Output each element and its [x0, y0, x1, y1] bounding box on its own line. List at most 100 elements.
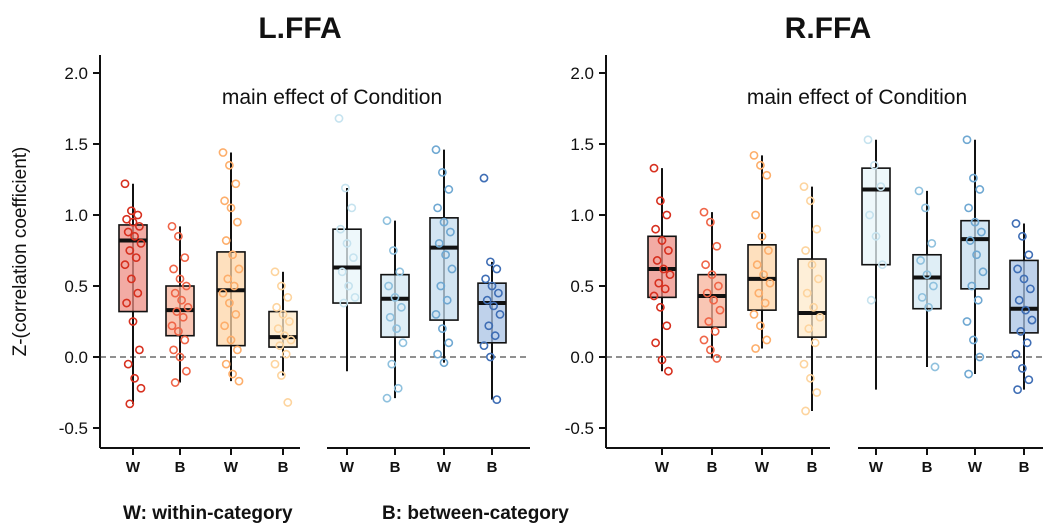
data-point — [1018, 231, 1027, 241]
x-tick-label: W — [968, 459, 983, 476]
data-point — [749, 309, 759, 319]
iqr-box — [216, 251, 246, 347]
data-point — [437, 167, 447, 177]
x-tick-label: W — [869, 459, 884, 476]
data-point — [136, 383, 146, 393]
data-point — [1011, 219, 1021, 228]
data-point — [434, 238, 444, 248]
data-point — [167, 321, 177, 331]
x-tick-label: W — [126, 459, 141, 476]
data-point — [964, 369, 973, 379]
box-face-b-4: B — [268, 267, 298, 476]
data-point — [396, 302, 406, 312]
data-point — [276, 371, 286, 380]
data-point — [654, 278, 664, 288]
data-point — [706, 345, 715, 355]
x-tick-label: B — [390, 459, 401, 476]
data-point — [977, 227, 986, 237]
data-point — [707, 270, 717, 280]
data-point — [1011, 349, 1021, 359]
data-point — [134, 221, 144, 231]
data-point — [752, 260, 762, 270]
data-point — [224, 298, 234, 308]
data-point — [664, 246, 673, 255]
data-point — [123, 227, 133, 237]
data-point — [917, 292, 927, 302]
data-point — [270, 359, 280, 369]
data-point — [487, 281, 497, 291]
data-point — [167, 221, 177, 231]
legend-within: W: within-category — [123, 503, 293, 524]
main-effect-annotation: main effect of Condition — [747, 86, 967, 109]
x-tick-label: B — [487, 459, 498, 476]
box-object-b-4: B — [1009, 219, 1039, 476]
data-point — [799, 359, 809, 369]
box-face-w-3: W — [216, 148, 246, 476]
data-point — [172, 307, 182, 316]
x-tick-label: B — [922, 459, 933, 476]
box-object-w-3: W — [960, 135, 990, 476]
data-point — [1021, 305, 1030, 315]
data-point — [130, 373, 139, 383]
data-point — [384, 281, 393, 291]
x-tick-label: B — [807, 459, 818, 476]
data-point — [281, 349, 291, 359]
x-tick-label: W — [437, 459, 452, 476]
data-point — [965, 236, 975, 245]
data-point — [1022, 338, 1032, 348]
data-point — [972, 250, 981, 260]
box-face-w-3: W — [747, 150, 777, 476]
data-point — [220, 321, 229, 331]
data-point — [490, 331, 500, 341]
data-point — [170, 288, 180, 298]
iqr-box — [797, 258, 827, 338]
data-point — [382, 393, 392, 403]
box-object-b-2: B — [912, 186, 942, 476]
data-point — [181, 366, 191, 376]
data-point — [286, 335, 296, 345]
data-point — [231, 309, 241, 319]
data-point — [751, 344, 760, 353]
panel-r-ffa: R.FFA main effect of Condition -0.5 0.0 0.5 1… — [565, 12, 1043, 476]
data-point — [751, 210, 760, 220]
data-point — [278, 309, 288, 319]
data-point — [393, 383, 403, 393]
y-tick-label: 1.0 — [64, 206, 88, 225]
data-point — [221, 236, 231, 245]
x-tick-label: W — [224, 459, 239, 476]
data-point — [232, 345, 242, 355]
data-point — [173, 327, 183, 336]
data-point — [173, 231, 183, 241]
data-point — [656, 302, 665, 312]
y-axis-label: Z-(correlation coefficient) — [10, 147, 31, 357]
legend-between: B: between-category — [382, 503, 569, 524]
data-point — [754, 288, 764, 298]
data-point — [921, 203, 930, 213]
data-point — [929, 281, 938, 291]
data-point — [916, 256, 925, 265]
data-point — [964, 203, 973, 213]
data-point — [930, 362, 940, 372]
box-face-b-4: B — [797, 182, 827, 476]
data-point — [125, 246, 135, 255]
y-tick-label: 1.5 — [64, 135, 88, 154]
data-point — [967, 281, 977, 291]
data-point — [392, 324, 401, 333]
data-point — [226, 335, 236, 345]
data-point — [701, 260, 710, 270]
data-point — [122, 298, 131, 308]
data-point — [962, 135, 972, 145]
data-point — [133, 210, 143, 220]
x-tick-label: W — [655, 459, 670, 476]
iqr-box — [268, 310, 298, 348]
x-tick-label: B — [278, 459, 289, 476]
data-point — [481, 274, 490, 284]
y-tick-label: -0.5 — [565, 419, 594, 438]
data-point — [350, 292, 360, 302]
data-point — [444, 185, 454, 194]
data-point — [975, 185, 985, 194]
data-point — [712, 241, 722, 251]
data-point — [801, 406, 810, 416]
data-point — [1013, 264, 1022, 274]
y-tick-label: 0.5 — [64, 277, 88, 296]
